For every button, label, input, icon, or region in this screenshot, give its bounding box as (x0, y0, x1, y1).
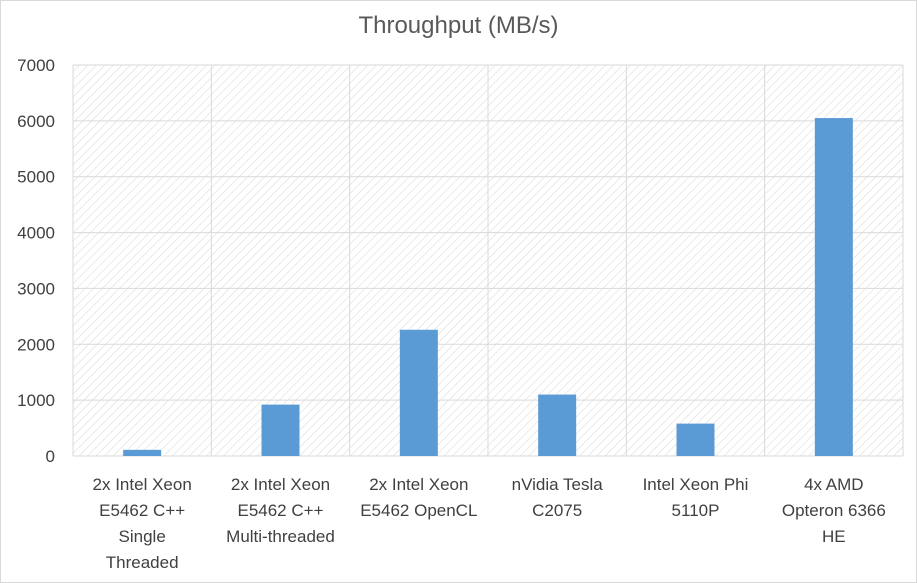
y-tick-label: 2000 (17, 335, 55, 354)
bar (123, 449, 162, 456)
gridlines (72, 64, 904, 457)
y-tick-label: 1000 (17, 391, 55, 410)
y-tick-label: 3000 (17, 279, 55, 298)
x-tick-label: nVidia Tesla C2075 (512, 475, 604, 520)
y-tick-label: 6000 (17, 112, 55, 131)
bars (123, 118, 853, 457)
x-tick-label: 2x Intel Xeon E5462 C++ Multi-threaded (226, 475, 335, 546)
x-tick-label: Intel Xeon Phi 5110P (643, 475, 749, 520)
x-tick-label: 4x AMD Opteron 6366 HE (782, 475, 886, 546)
y-tick-label: 4000 (17, 224, 55, 243)
x-axis-labels: 2x Intel Xeon E5462 C++ Single Threaded 2x I… (93, 475, 886, 572)
bar (538, 394, 577, 456)
y-tick-label: 0 (46, 447, 55, 466)
y-tick-label: 7000 (17, 56, 55, 75)
x-tick-label: 2x Intel Xeon E5462 OpenCL (360, 475, 477, 520)
x-tick-label: 2x Intel Xeon E5462 C++ Single Threaded (93, 475, 192, 572)
y-tick-label: 5000 (17, 168, 55, 187)
bar (399, 329, 438, 456)
chart-title: Throughput (MB/s) (358, 12, 559, 39)
bar (261, 404, 300, 456)
bar (676, 423, 715, 456)
y-axis-ticks: 0 1000 2000 3000 4000 5000 6000 7000 (17, 56, 55, 466)
bar (814, 118, 853, 457)
